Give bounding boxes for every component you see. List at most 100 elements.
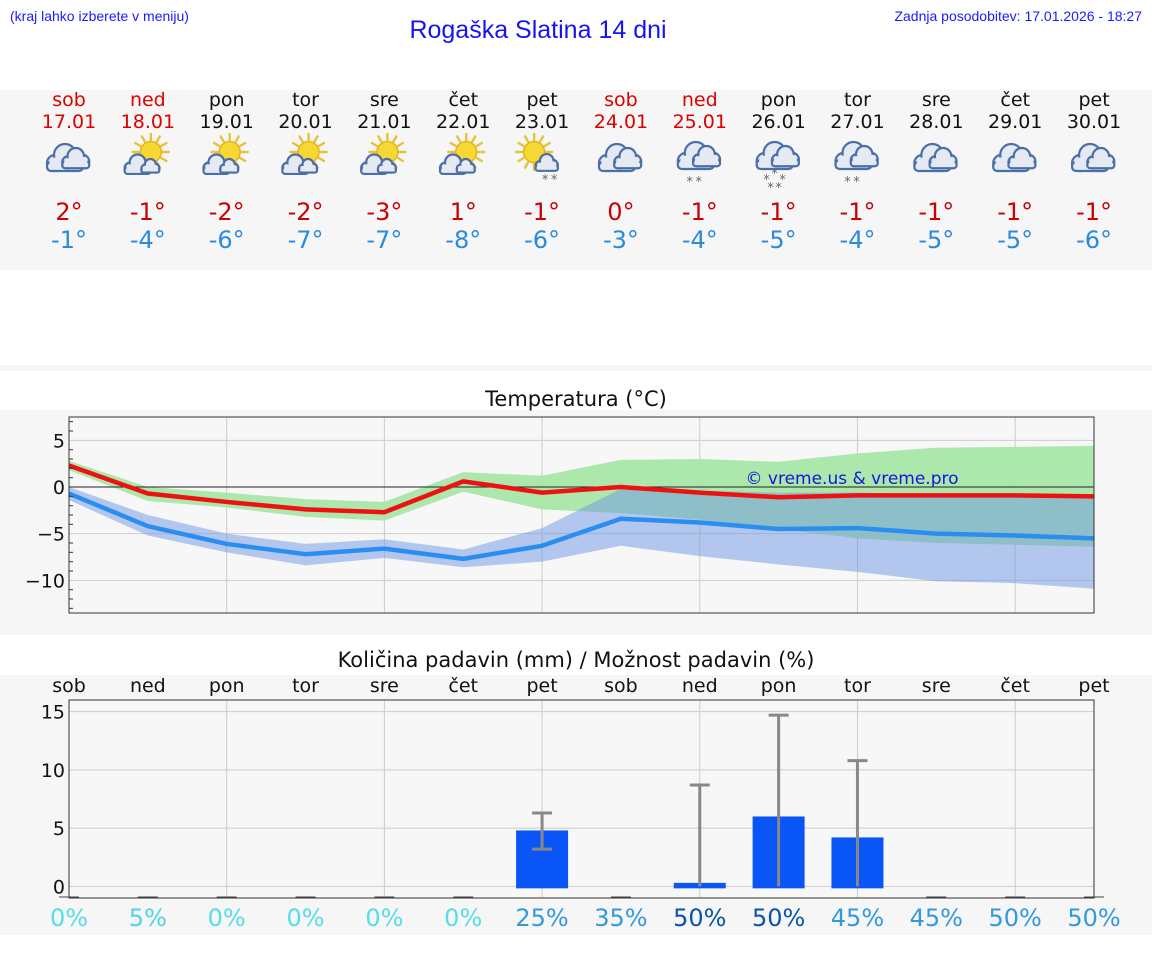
temp-min: -6°	[1076, 226, 1113, 254]
temp-min: -8°	[445, 226, 482, 254]
day-date: 30.01	[1066, 111, 1122, 133]
y-tick-label: −10	[25, 570, 65, 592]
cloud-snow-icon: * *	[834, 140, 879, 190]
temp-max: -1°	[681, 198, 718, 226]
precip-day-label: tor	[844, 675, 871, 697]
page-title: Rogaška Slatina 14 dni	[409, 16, 667, 44]
precip-probability: 45%	[830, 904, 885, 932]
precip-error-bar	[532, 811, 553, 851]
forecast-day: tor 20.01	[266, 89, 346, 133]
precip-day-label: ned	[681, 675, 718, 697]
forecast-day: ned 18.01	[108, 89, 188, 133]
cloud-icon	[992, 142, 1037, 173]
precip-error-bar	[847, 759, 868, 887]
temp-max: -2°	[287, 198, 324, 226]
location-hint: (kraj lahko izberete v meniju)	[10, 8, 189, 24]
temp-max: 1°	[449, 198, 477, 226]
precip-day-label: sob	[52, 675, 86, 697]
temp-min: -5°	[918, 226, 955, 254]
y-tick-label: 5	[53, 430, 65, 452]
precip-day-label: tor	[292, 675, 319, 697]
precip-probability: 50%	[751, 904, 806, 932]
forecast-day: ned 25.01	[660, 89, 740, 133]
forecast-day: tor 27.01	[818, 89, 898, 133]
precip-probability: 0%	[444, 904, 483, 932]
svg-text:*: *	[687, 175, 694, 190]
svg-text:*: *	[775, 181, 782, 196]
precip-day-label: sre	[921, 675, 951, 697]
day-name: ned	[681, 89, 718, 111]
temp-max: -1°	[760, 198, 797, 226]
sun-cloud-icon	[123, 132, 171, 176]
precip-day-label: sre	[369, 675, 399, 697]
precip-day-label: pon	[760, 675, 797, 697]
temp-min: -4°	[129, 226, 166, 254]
day-name: sob	[604, 89, 638, 111]
precip-probability: 45%	[909, 904, 963, 932]
sun-cloud-icon	[202, 132, 249, 176]
cloud-icon	[1070, 142, 1116, 173]
day-date: 27.01	[830, 111, 885, 133]
precip-day-label: čet	[448, 675, 479, 697]
forecast-day: sre 21.01	[344, 89, 424, 133]
precip-probability: 0%	[286, 904, 325, 932]
temp-min: -6°	[524, 226, 561, 254]
y-tick-label: 5	[53, 818, 65, 840]
precip-error-bar	[768, 713, 789, 887]
precip-day-label: ned	[129, 675, 166, 697]
watermark: © vreme.us & vreme.pro	[745, 469, 958, 489]
temperature-chart-title: Temperatura (°C)	[485, 387, 667, 411]
day-date: 18.01	[120, 111, 176, 133]
forecast-day: čet 22.01	[423, 89, 503, 133]
cloud-heavy-snow-icon: * * ** *	[755, 140, 801, 196]
plot-area	[69, 700, 1094, 898]
precip-day-label: sob	[604, 675, 638, 697]
precip-probability: 50%	[673, 904, 727, 932]
divider	[0, 365, 1152, 371]
day-name: pon	[760, 89, 797, 111]
temp-min: -7°	[366, 226, 403, 254]
precip-day-label: čet	[1000, 675, 1030, 697]
forecast-day: sre 28.01	[896, 89, 976, 133]
precip-probability: 25%	[515, 904, 569, 932]
precip-probability: 5%	[128, 904, 167, 932]
svg-text:*: *	[771, 167, 778, 182]
day-date: 17.01	[41, 111, 97, 133]
sun-cloud-icon	[281, 132, 328, 176]
temp-min: -5°	[760, 226, 797, 254]
svg-text:*: *	[551, 173, 558, 188]
temp-max: -1°	[524, 198, 561, 226]
precip-day-label: pet	[1078, 675, 1110, 697]
y-tick-label: 15	[41, 702, 65, 724]
max-temp-line	[68, 463, 1095, 515]
cloud-icon	[597, 142, 643, 173]
sun-cloud-icon	[360, 132, 407, 176]
precip-probability: 0%	[365, 904, 404, 932]
sun-cloud-icon	[438, 132, 486, 176]
day-date: 24.01	[593, 111, 649, 133]
day-date: 26.01	[751, 111, 806, 133]
forecast-day: sob 24.01	[581, 89, 661, 133]
precip-probability: 0%	[207, 904, 246, 932]
forecast-day: pet 23.01	[502, 89, 582, 133]
svg-text:*: *	[844, 175, 851, 190]
day-name: sre	[369, 89, 399, 111]
precip-probability: 0%	[49, 904, 89, 932]
temp-min: -5°	[997, 226, 1034, 254]
day-name: sob	[52, 89, 86, 111]
day-name: tor	[292, 89, 319, 111]
cloud-icon	[913, 142, 958, 173]
precipitation-chart-title: Količina padavin (mm) / Možnost padavin …	[337, 648, 815, 672]
day-name: čet	[1000, 89, 1030, 111]
y-tick-label: 10	[41, 760, 65, 782]
svg-text:*: *	[853, 175, 860, 190]
y-tick-label: 0	[53, 876, 65, 898]
precip-day-label: pet	[526, 675, 558, 697]
forecast-day: pon 26.01	[739, 89, 819, 133]
day-name: ned	[129, 89, 166, 111]
svg-text:*: *	[696, 175, 703, 190]
day-date: 22.01	[436, 111, 491, 133]
svg-text:*: *	[542, 173, 549, 188]
y-tick-label: −5	[37, 524, 65, 546]
